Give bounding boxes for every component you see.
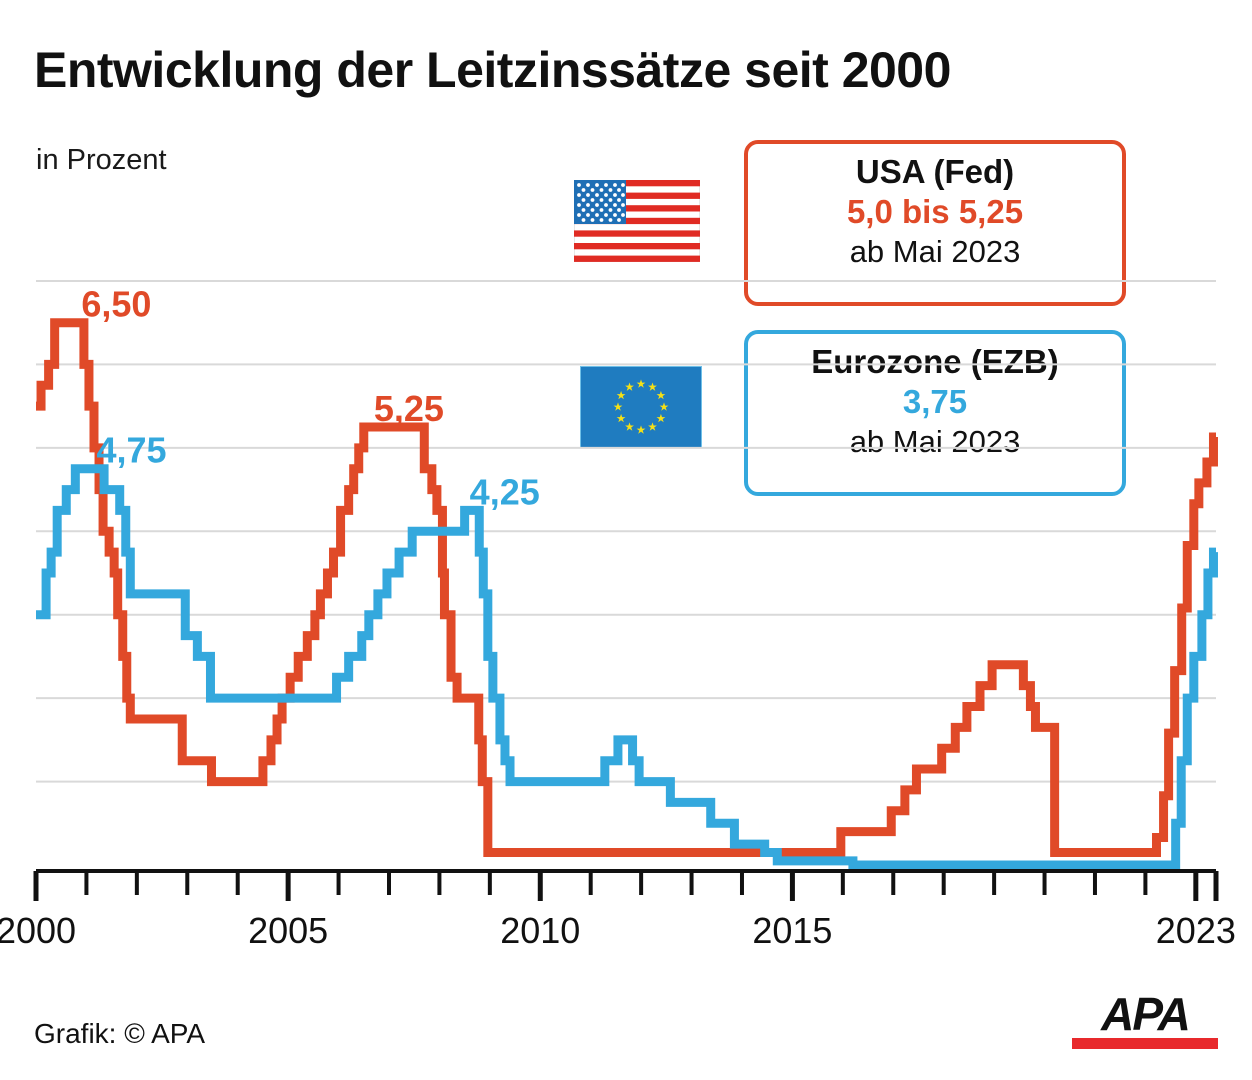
- series-line-eurozone-ezb: [36, 464, 1218, 870]
- x-axis-label: 2000: [0, 910, 76, 951]
- legend-eurozone[interactable]: Eurozone (EZB) 3,75 ab Mai 2023: [744, 330, 1126, 496]
- x-axis-label: 2005: [248, 910, 328, 951]
- legend-eurozone-value: 3,75: [902, 383, 968, 421]
- legend-usa-value: 5,0 bis 5,25: [846, 193, 1024, 231]
- legend-eurozone-since: ab Mai 2023: [849, 423, 1021, 459]
- x-axis-labels: 2000 2005 2010 2015 2023: [0, 910, 1236, 951]
- legend-usa[interactable]: USA (Fed) 5,0 bis 5,25 ab Mai 2023: [744, 140, 1126, 306]
- value-annotation: 4,75: [97, 430, 167, 471]
- flag-usa-icon: [573, 179, 701, 263]
- legend-usa-name: USA (Fed): [855, 153, 1015, 190]
- value-annotation: 6,50: [81, 284, 151, 325]
- value-annotation: 5,25: [374, 388, 444, 429]
- x-axis: [33, 869, 1219, 901]
- x-axis-label: 2023: [1156, 910, 1236, 951]
- apa-logo-bar: [1072, 1038, 1218, 1049]
- flag-eu-icon: [579, 365, 703, 449]
- apa-logo: APA: [1072, 988, 1218, 1052]
- legend-eurozone-name: Eurozone (EZB): [811, 343, 1059, 380]
- chart-subtitle: in Prozent: [36, 144, 167, 176]
- legend-usa-since: ab Mai 2023: [849, 233, 1021, 269]
- value-annotation: 4,25: [470, 471, 540, 512]
- apa-logo-text: APA: [1101, 988, 1191, 1040]
- value-annotations: 6,50 5,25 4,75 4,25: [81, 284, 539, 513]
- credit-text: Grafik: © APA: [34, 1018, 206, 1049]
- page-title: Entwicklung der Leitzinssätze seit 2000: [34, 42, 951, 98]
- x-axis-label: 2015: [752, 910, 832, 951]
- x-axis-label: 2010: [500, 910, 580, 951]
